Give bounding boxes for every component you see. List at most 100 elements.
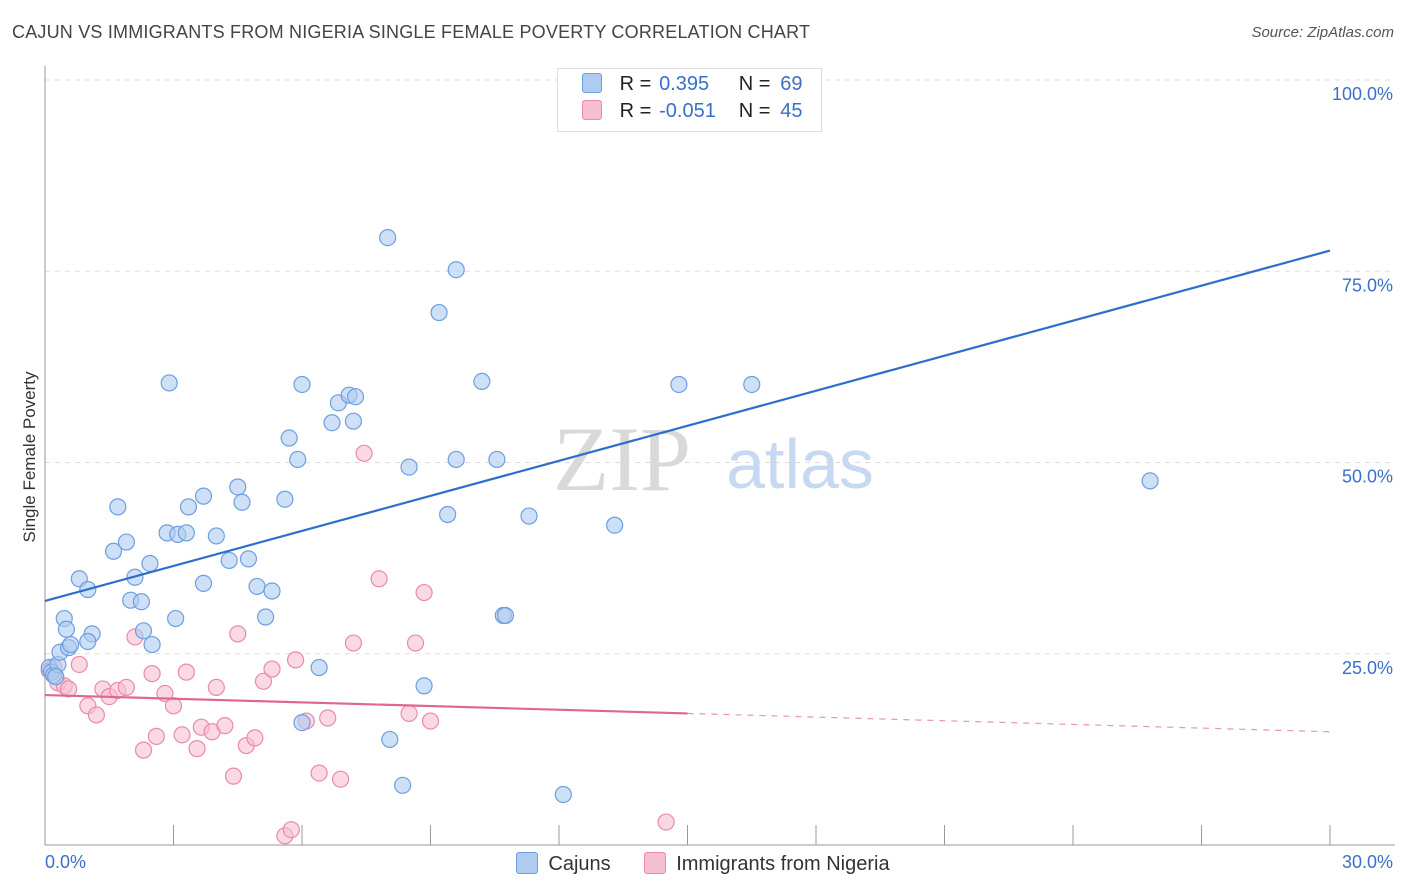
y-tick-label: 75.0% [1342,275,1393,295]
data-point-nigeria [224,767,243,785]
data-point-nigeria [173,726,191,744]
data-point-cajuns [132,593,150,611]
data-point-nigeria [216,717,234,735]
watermark-zip: ZIP [553,408,691,510]
data-point-cajuns [79,632,97,651]
data-point-nigeria [164,697,183,715]
legend-n-value: 69 [780,73,803,95]
data-point-nigeria [188,740,206,758]
y-axis-label: Single Female Poverty [20,371,39,543]
data-point-cajuns [143,635,161,654]
data-point-nigeria [282,821,300,839]
data-point-nigeria [207,678,225,697]
axes [44,66,1395,846]
legend-r-label: R = [619,100,652,122]
gridlines [45,79,1395,655]
data-point-cajuns [439,505,457,524]
data-point-cajuns [233,493,251,511]
data-point-cajuns [606,516,624,534]
data-point-cajuns [381,730,399,749]
data-point-cajuns [473,372,491,391]
data-point-cajuns [207,527,225,545]
data-point-cajuns [47,668,65,686]
data-point-cajuns [263,582,281,600]
data-point-cajuns [117,533,135,551]
legend-swatch-cajuns [516,852,539,874]
data-point-cajuns [256,608,275,626]
legend-swatch-nigeria [644,852,667,874]
tick-labels: 25.0% 50.0% 75.0% 100.0% 0.0% 30.0% [45,84,1393,872]
data-point-cajuns [415,677,433,695]
data-point-cajuns [160,374,178,392]
data-point-nigeria [59,680,78,698]
legend-item-nigeria[interactable]: Immigrants from Nigeria [644,852,890,876]
data-point-cajuns [141,554,159,573]
data-point-nigeria [254,672,273,690]
data-point-cajuns [239,550,258,568]
data-point-cajuns [743,375,761,394]
data-point-cajuns [496,606,515,625]
data-point-nigeria [263,660,281,678]
legend-n-value: 45 [780,100,803,122]
series-cajuns [40,228,1159,804]
data-point-nigeria [246,729,264,747]
data-point-cajuns [62,635,80,654]
data-point-nigeria [344,634,362,652]
data-point-cajuns [194,574,213,592]
legend-r-label: R = [619,73,652,95]
legend-swatch-pink [582,100,602,120]
data-point-cajuns [194,487,213,505]
data-point-nigeria [229,625,247,643]
legend-label-cajuns: Cajuns [548,853,611,875]
legend-n-label: N = [738,100,771,122]
data-point-cajuns [520,507,538,525]
data-point-nigeria [331,770,350,788]
data-point-nigeria [421,712,440,730]
data-point-nigeria [319,709,337,727]
data-point-nigeria [134,741,153,759]
data-point-cajuns [220,551,238,570]
trendline-nigeria-dashed [687,712,1331,733]
data-point-nigeria [406,634,425,652]
data-point-cajuns [289,450,307,469]
data-point-nigeria [355,444,373,462]
trendlines [44,249,1331,733]
y-tick-label: 25.0% [1342,658,1393,678]
data-point-cajuns [167,609,185,628]
data-point-cajuns [229,478,247,496]
data-point-cajuns [280,429,298,447]
data-point-cajuns [394,776,412,794]
correlation-legend: R = 0.395 N = 69 R = -0.051 N = 45 [557,68,822,132]
y-tick-label: 100.0% [1332,84,1393,104]
legend-item-cajuns[interactable]: Cajuns [516,852,611,876]
data-point-nigeria [370,570,388,588]
watermark: ZIP atlas [553,408,874,510]
data-point-cajuns [109,498,127,516]
data-point-nigeria [117,678,135,697]
legend-n-label: N = [738,73,771,95]
data-point-cajuns [134,622,153,640]
data-point-cajuns [179,498,198,516]
data-point-cajuns [293,375,311,394]
data-point-cajuns [293,713,311,732]
data-point-cajuns [276,490,294,508]
data-point-nigeria [70,655,88,674]
legend-swatch-blue [582,73,602,93]
legend-r-value: -0.051 [659,100,716,122]
data-point-cajuns [248,577,266,596]
data-point-cajuns [57,620,76,638]
source-label: Source: ZipAtlas.com [1251,24,1394,41]
data-point-cajuns [400,458,418,476]
data-point-nigeria [657,813,675,831]
chart-title: CAJUN VS IMMIGRANTS FROM NIGERIA SINGLE … [12,22,811,42]
data-point-cajuns [670,375,688,394]
data-point-nigeria [286,651,305,669]
data-point-cajuns [310,658,328,677]
data-point-nigeria [310,764,328,782]
data-point-cajuns [346,388,365,406]
legend-label-nigeria: Immigrants from Nigeria [676,853,890,875]
series-legend: Cajuns Immigrants from Nigeria [0,852,1406,876]
data-point-nigeria [177,663,195,681]
data-point-nigeria [400,704,418,723]
